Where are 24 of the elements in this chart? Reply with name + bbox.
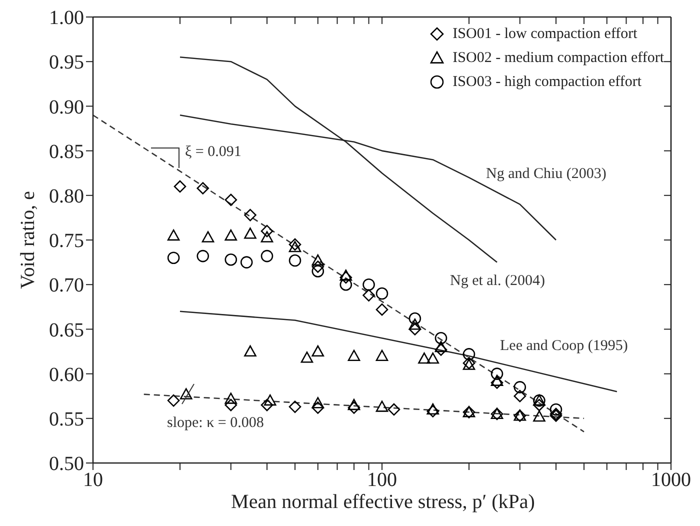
x-axis-title: Mean normal effective stress, p′ (kPa)	[231, 491, 535, 513]
y-tick-label: 0.75	[49, 230, 84, 252]
annotation: Ng et al. (2004)	[450, 272, 545, 290]
y-tick-label: 0.80	[49, 186, 84, 208]
y-tick-label: 0.95	[49, 52, 84, 74]
annotation: ξ = 0.091	[185, 143, 242, 161]
annotation: Lee and Coop (1995)	[500, 337, 628, 355]
x-tick-label: 10	[83, 469, 103, 492]
annotation: slope: κ = 0.008	[167, 414, 264, 432]
legend-label: ISO02 - medium compaction effort	[452, 49, 664, 68]
y-tick-label: 1.00	[49, 7, 84, 30]
y-tick-label: 0.90	[49, 96, 84, 118]
x-tick-label: 100	[367, 469, 397, 492]
legend-label: ISO01 - low compaction effort	[452, 25, 638, 44]
annotation: Ng and Chiu (2003)	[486, 165, 606, 183]
y-tick-label: 0.85	[49, 140, 84, 163]
legend-label: ISO03 - high compaction effort	[452, 73, 642, 92]
y-tick-label: 0.50	[49, 453, 84, 476]
y-tick-label: 0.65	[49, 319, 84, 342]
x-tick-label: 1000	[651, 469, 691, 492]
y-tick-label: 0.60	[49, 364, 84, 386]
y-axis-title: Void ratio, e	[17, 190, 39, 289]
y-tick-label: 0.55	[49, 408, 84, 430]
y-tick-label: 0.70	[49, 274, 84, 297]
